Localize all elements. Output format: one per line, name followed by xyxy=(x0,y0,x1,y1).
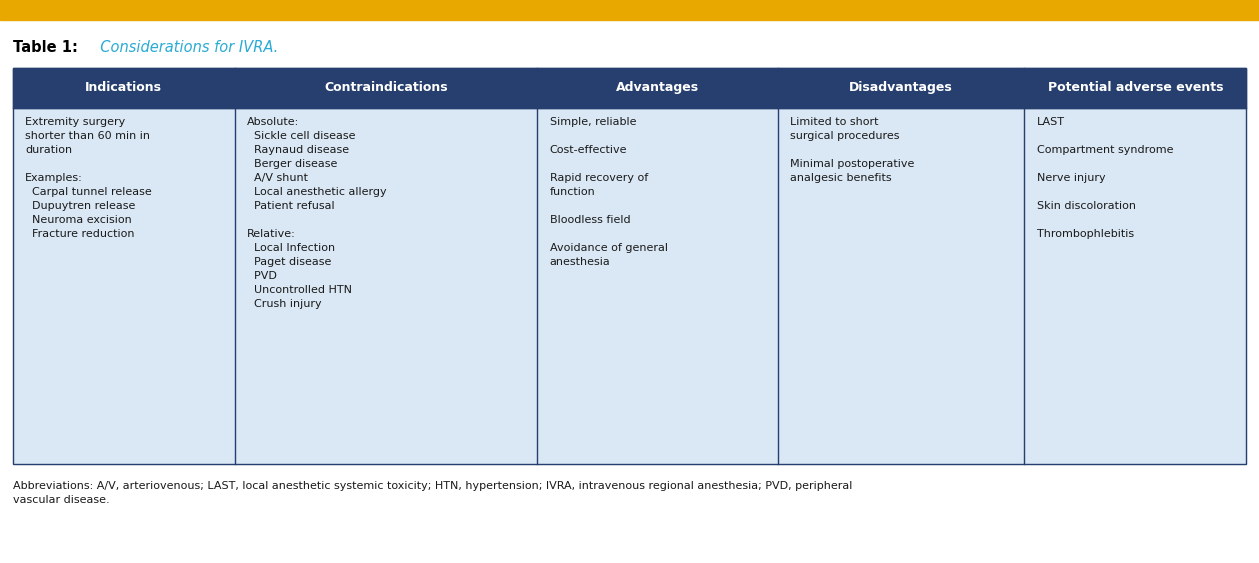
Text: Considerations for IVRA.: Considerations for IVRA. xyxy=(91,41,278,55)
Text: Absolute:
  Sickle cell disease
  Raynaud disease
  Berger disease
  A/V shunt
 : Absolute: Sickle cell disease Raynaud di… xyxy=(247,117,387,309)
Text: Extremity surgery
shorter than 60 min in
duration

Examples:
  Carpal tunnel rel: Extremity surgery shorter than 60 min in… xyxy=(25,117,152,239)
Text: Abbreviations: A/V, arteriovenous; LAST, local anesthetic systemic toxicity; HTN: Abbreviations: A/V, arteriovenous; LAST,… xyxy=(13,481,852,505)
Text: Simple, reliable

Cost-effective

Rapid recovery of
function

Bloodless field

A: Simple, reliable Cost-effective Rapid re… xyxy=(549,117,667,266)
Text: Limited to short
surgical procedures

Minimal postoperative
analgesic benefits: Limited to short surgical procedures Min… xyxy=(791,117,914,182)
Bar xyxy=(0,0,1259,20)
Text: Table 1:: Table 1: xyxy=(13,41,78,55)
Bar xyxy=(13,68,1246,464)
Bar xyxy=(13,68,1246,108)
Text: Indications: Indications xyxy=(86,81,162,95)
Text: Potential adverse events: Potential adverse events xyxy=(1047,81,1222,95)
Text: Disadvantages: Disadvantages xyxy=(849,81,953,95)
Text: Advantages: Advantages xyxy=(616,81,699,95)
Bar xyxy=(13,108,1246,464)
Text: LAST

Compartment syndrome

Nerve injury

Skin discoloration

Thrombophlebitis: LAST Compartment syndrome Nerve injury S… xyxy=(1037,117,1173,239)
Text: Contraindications: Contraindications xyxy=(324,81,448,95)
